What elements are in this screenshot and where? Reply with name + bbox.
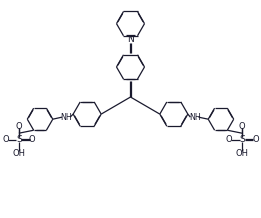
- Text: O: O: [226, 135, 232, 144]
- Text: O: O: [239, 122, 245, 131]
- Text: O: O: [2, 135, 9, 144]
- Text: N: N: [127, 36, 134, 44]
- Text: S: S: [239, 135, 245, 144]
- Text: OH: OH: [12, 149, 25, 158]
- Text: NH: NH: [60, 113, 72, 122]
- Text: O: O: [29, 135, 35, 144]
- Text: O: O: [16, 122, 22, 131]
- Text: OH: OH: [236, 149, 249, 158]
- Text: S: S: [16, 135, 22, 144]
- Text: O: O: [252, 135, 259, 144]
- Text: NH: NH: [189, 113, 201, 122]
